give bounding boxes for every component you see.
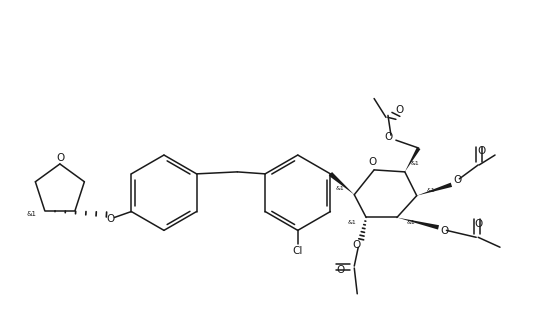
Text: O: O <box>395 106 404 115</box>
Text: O: O <box>352 240 360 250</box>
Text: O: O <box>336 265 344 275</box>
Text: Cl: Cl <box>293 246 303 256</box>
Text: O: O <box>57 153 65 163</box>
Text: O: O <box>440 226 449 236</box>
Text: O: O <box>106 215 115 224</box>
Text: O: O <box>453 175 461 185</box>
Text: &1: &1 <box>426 188 435 193</box>
Polygon shape <box>397 217 439 230</box>
Text: &1: &1 <box>410 161 419 166</box>
Polygon shape <box>417 183 452 196</box>
Text: &1: &1 <box>27 210 37 217</box>
Text: &1: &1 <box>406 220 415 225</box>
Text: &1: &1 <box>336 186 345 191</box>
Text: O: O <box>368 157 376 167</box>
Text: O: O <box>477 146 485 156</box>
Text: O: O <box>474 219 483 230</box>
Polygon shape <box>405 147 421 172</box>
Text: &1: &1 <box>348 220 357 225</box>
Text: O: O <box>385 132 393 142</box>
Polygon shape <box>329 172 354 195</box>
